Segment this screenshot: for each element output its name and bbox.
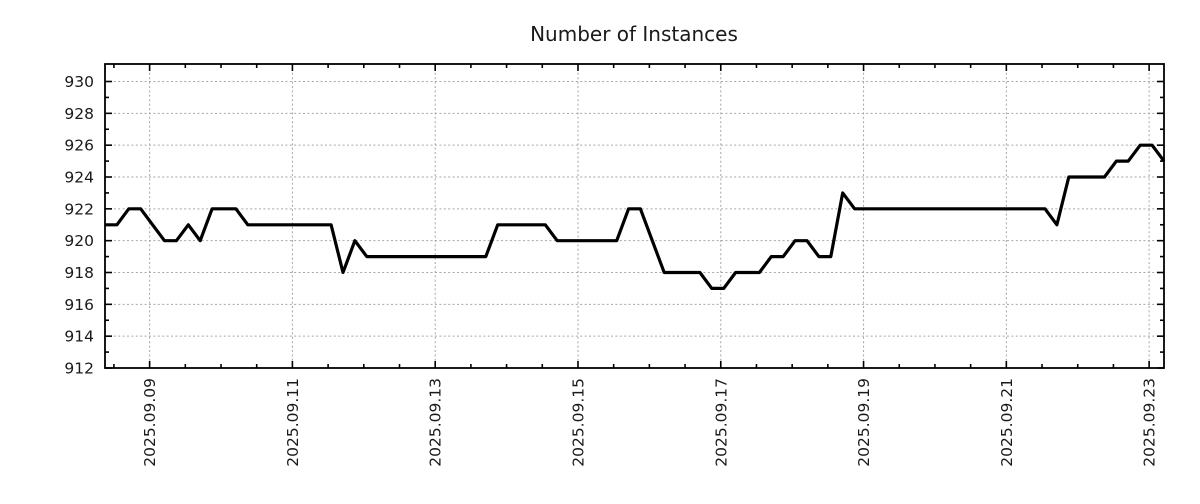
- y-tick-label: 922: [64, 200, 94, 218]
- y-tick-label: 920: [64, 232, 94, 250]
- axis-layer: [104, 63, 1165, 369]
- instances-series-line: [105, 143, 1166, 290]
- series-layer: [105, 143, 1166, 290]
- x-tick-label: 2025.09.21: [998, 378, 1016, 467]
- x-tick-label: 2025.09.23: [1141, 378, 1159, 467]
- y-tick-label: 928: [64, 105, 94, 123]
- y-tick-label: 916: [64, 296, 94, 314]
- x-tick-label: 2025.09.11: [284, 378, 302, 467]
- plot-border: [104, 63, 1165, 369]
- y-tick-label: 930: [64, 73, 94, 91]
- y-tick-label: 912: [64, 360, 94, 378]
- grid-layer: [105, 64, 1164, 368]
- x-tick-label: 2025.09.09: [141, 378, 159, 467]
- y-tick-label: 926: [64, 137, 94, 155]
- chart-title: Number of Instances: [530, 22, 738, 46]
- x-tick-label: 2025.09.13: [427, 378, 445, 467]
- x-tick-label: 2025.09.15: [569, 378, 587, 467]
- y-tick-label: 924: [64, 169, 94, 187]
- x-tick-label: 2025.09.17: [712, 378, 730, 467]
- tick-label-layer: 912 914 916 918 920 922 924 926 928 930 2025.09.09…: [64, 73, 1158, 467]
- y-tick-label: 914: [64, 328, 94, 346]
- y-tick-label: 918: [64, 264, 94, 282]
- x-tick-label: 2025.09.19: [855, 378, 873, 467]
